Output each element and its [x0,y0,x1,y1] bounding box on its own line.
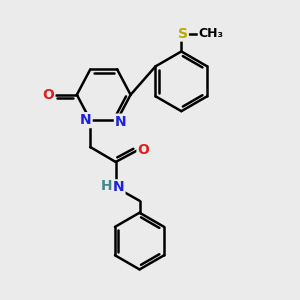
Text: O: O [137,143,149,157]
Text: S: S [178,26,188,40]
Text: N: N [80,113,92,127]
Text: N: N [115,115,127,129]
Text: O: O [43,88,54,102]
Text: CH₃: CH₃ [199,27,224,40]
Text: N: N [113,180,124,194]
Text: H: H [100,179,112,193]
